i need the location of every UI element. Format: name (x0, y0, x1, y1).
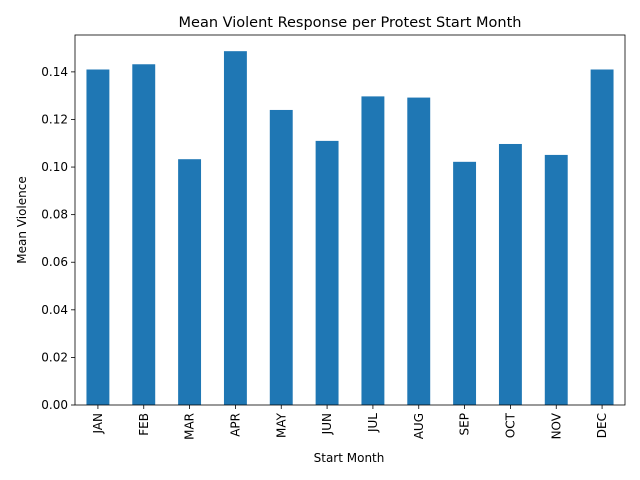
x-tick-label-jul: JUL (366, 413, 380, 433)
x-axis-ticks: JAN FEB MAR APR MAY JUN JUL AUG SEP OCT NOV DEC (91, 405, 609, 440)
x-axis-label: Start Month (314, 451, 385, 465)
y-tick-label: 0.02 (41, 350, 68, 364)
y-axis-label: Mean Violence (15, 176, 29, 263)
y-tick-label: 0.14 (41, 65, 68, 79)
x-tick-label-feb: FEB (137, 413, 151, 436)
bar-dec (590, 69, 614, 405)
x-tick-label-nov: NOV (549, 412, 563, 439)
x-tick-label-sep: SEP (458, 413, 472, 435)
x-tick-label-apr: APR (228, 413, 242, 437)
x-tick-label-jan: JAN (91, 413, 105, 435)
bar-jul (361, 96, 385, 405)
x-tick-label-aug: AUG (412, 413, 426, 439)
bar-jun (315, 140, 339, 405)
plot-frame (74, 34, 626, 406)
y-tick-label: 0.06 (41, 255, 68, 269)
y-tick-label: 0.10 (41, 160, 68, 174)
bars-group (86, 51, 614, 406)
bar-may (269, 109, 293, 405)
bar-aug (407, 97, 431, 405)
bar-feb (132, 64, 156, 406)
bar-sep (453, 161, 477, 405)
bar-mar (178, 159, 202, 405)
y-tick-label: 0.00 (41, 398, 68, 412)
x-tick-label-may: MAY (274, 412, 288, 438)
y-tick-label: 0.08 (41, 208, 68, 222)
x-tick-label-oct: OCT (503, 412, 517, 438)
bar-oct (498, 143, 522, 406)
x-tick-label-dec: DEC (595, 413, 609, 438)
chart-title: Mean Violent Response per Protest Start … (179, 15, 522, 31)
x-tick-label-mar: MAR (183, 413, 197, 440)
y-tick-label: 0.04 (41, 303, 68, 317)
y-axis-ticks: 0.00 0.02 0.04 0.06 0.08 0.10 0.12 0.14 (41, 65, 75, 412)
bar-nov (544, 154, 568, 405)
x-tick-label-jun: JUN (320, 413, 334, 435)
bar-jan (86, 69, 110, 405)
y-tick-label: 0.12 (41, 112, 68, 126)
bar-apr (223, 51, 247, 406)
